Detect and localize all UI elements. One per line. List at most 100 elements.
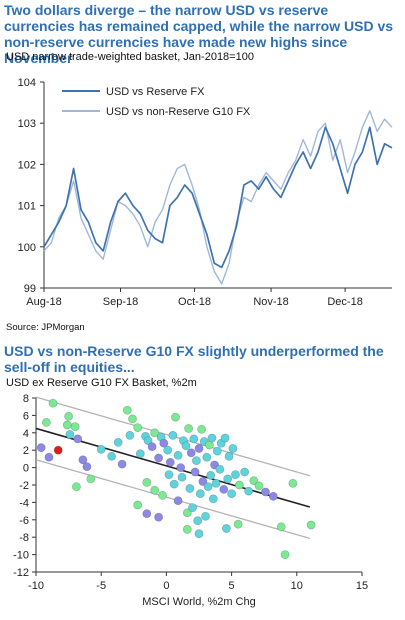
chart2-point <box>223 474 233 484</box>
chart2-point <box>154 453 163 463</box>
chart2-point <box>117 459 127 469</box>
chart2-point <box>142 478 152 487</box>
chart2-point <box>184 424 193 433</box>
chart2-point <box>113 438 123 447</box>
chart1-y-tick-label: 100 <box>18 242 36 254</box>
chart2-x-ticks: -10 -5 0 5 10 15 <box>28 572 368 592</box>
chart2-point <box>231 470 240 479</box>
line-chart: 99 100 101 102 103 104 Aug-18 Sep-18 Oct-18 Nov-… <box>18 77 393 308</box>
chart2-point <box>107 451 116 461</box>
chart2-y-tick-label: 8 <box>23 393 29 405</box>
chart2-point <box>211 478 221 488</box>
chart2-point <box>173 451 183 460</box>
chart2-point <box>48 398 58 408</box>
chart2-point <box>233 519 243 529</box>
chart2-point <box>182 524 192 534</box>
chart1-series-line-non-reserve <box>43 110 393 285</box>
chart2-y-tick-label: -2 <box>19 480 29 492</box>
chart1-x-tick-label: Dec-18 <box>327 296 362 308</box>
chart2-axes <box>35 398 362 573</box>
chart1-legend-label: USD vs Reserve FX <box>106 86 205 98</box>
chart1-y-tick-label: 102 <box>18 159 36 171</box>
chart2-point <box>215 464 225 474</box>
chart2-point <box>202 452 212 462</box>
chart2-y-tick-label: 0 <box>23 463 29 475</box>
chart1-y-tick-label: 99 <box>24 283 36 295</box>
chart2-x-tick-label: -5 <box>96 580 106 592</box>
chart1-legend: USD vs Reserve FX USD vs non-Reserve G10 … <box>62 86 251 118</box>
chart2-point <box>82 462 92 472</box>
chart1-source: Source: JPMorgan <box>6 322 85 333</box>
chart2-point <box>70 422 80 432</box>
chart2-point <box>62 420 72 430</box>
chart2-point <box>188 503 197 512</box>
chart2-point <box>203 482 213 492</box>
chart2-y-tick-label: -4 <box>19 497 29 509</box>
chart2-point <box>96 444 106 454</box>
chart2-point <box>288 478 298 488</box>
chart1-series <box>43 110 393 285</box>
chart2-point <box>221 524 231 533</box>
chart2-point <box>128 414 137 424</box>
chart2-point <box>142 509 152 519</box>
chart2-point <box>182 508 192 518</box>
chart2-y-tick-label: -10 <box>13 550 29 562</box>
chart2-y-tick-label: -8 <box>19 532 29 544</box>
chart1-y-ticks: 99 100 101 102 103 104 <box>18 77 44 295</box>
chart2-point <box>268 491 278 501</box>
chart2-point <box>306 520 316 530</box>
chart2-point <box>224 451 234 461</box>
chart2-y-tick-label: 4 <box>23 428 29 440</box>
chart2-point <box>169 479 179 489</box>
chart2-subtitle: USD ex Reserve G10 FX Basket, %2m <box>6 377 197 389</box>
chart2-point <box>65 430 75 439</box>
chart2-point <box>280 550 290 559</box>
chart1-y-tick-label: 104 <box>18 77 36 89</box>
chart2-point <box>164 470 174 479</box>
chart1-x-ticks: Aug-18 Sep-18 Oct-18 Nov-18 Dec-18 <box>26 288 363 308</box>
chart2-point <box>190 467 200 477</box>
chart2-point <box>168 431 178 440</box>
chart2-point <box>177 472 187 482</box>
chart1-x-tick-label: Sep-18 <box>103 296 138 308</box>
chart2-y-tick-label: 2 <box>23 445 29 457</box>
chart2-x-tick-label: -10 <box>28 580 44 592</box>
chart2-point <box>254 481 264 491</box>
chart2-y-tick-label: 6 <box>23 410 29 422</box>
chart2-point <box>163 445 173 455</box>
chart2-y-ticks: -12 -10 -8 -6 -4 -2 0 2 4 6 8 <box>13 393 36 579</box>
chart2-highlight-point <box>53 445 63 455</box>
chart2-point <box>189 434 199 444</box>
chart2-point <box>44 452 54 462</box>
chart2-band-line <box>35 459 311 539</box>
chart2-point <box>244 486 253 496</box>
chart2-point <box>208 494 218 504</box>
chart2-point <box>186 448 196 458</box>
chart2-x-label: MSCI World, %2m Chg <box>142 596 256 608</box>
chart2-point <box>78 455 88 465</box>
chart2-point <box>207 433 217 443</box>
chart2-point <box>86 474 96 484</box>
chart2-x-tick-label: 15 <box>356 580 368 592</box>
chart2-point <box>125 431 135 440</box>
chart1-y-tick-label: 101 <box>18 201 36 213</box>
chart1-x-tick-label: Nov-18 <box>253 296 288 308</box>
chart2-point <box>143 436 153 445</box>
chart2-point <box>64 411 73 421</box>
chart2-point <box>219 485 229 494</box>
chart2-headline: USD vs non-Reserve G10 FX slightly under… <box>4 343 384 375</box>
chart2-point <box>194 529 204 539</box>
chart2-point <box>165 458 175 467</box>
chart2-point <box>72 482 81 492</box>
chart2-y-tick-label: -6 <box>19 515 29 527</box>
chart2-point <box>228 444 238 453</box>
chart2-point <box>212 446 222 456</box>
chart2-y-tick-label: -12 <box>13 567 29 579</box>
chart2-point <box>201 511 210 521</box>
chart1-headline: Two dollars diverge – the narrow USD vs … <box>4 2 394 66</box>
chart2-point <box>147 442 157 452</box>
chart2-point <box>158 491 167 500</box>
chart2-point <box>197 424 206 434</box>
chart2-point <box>173 496 183 506</box>
